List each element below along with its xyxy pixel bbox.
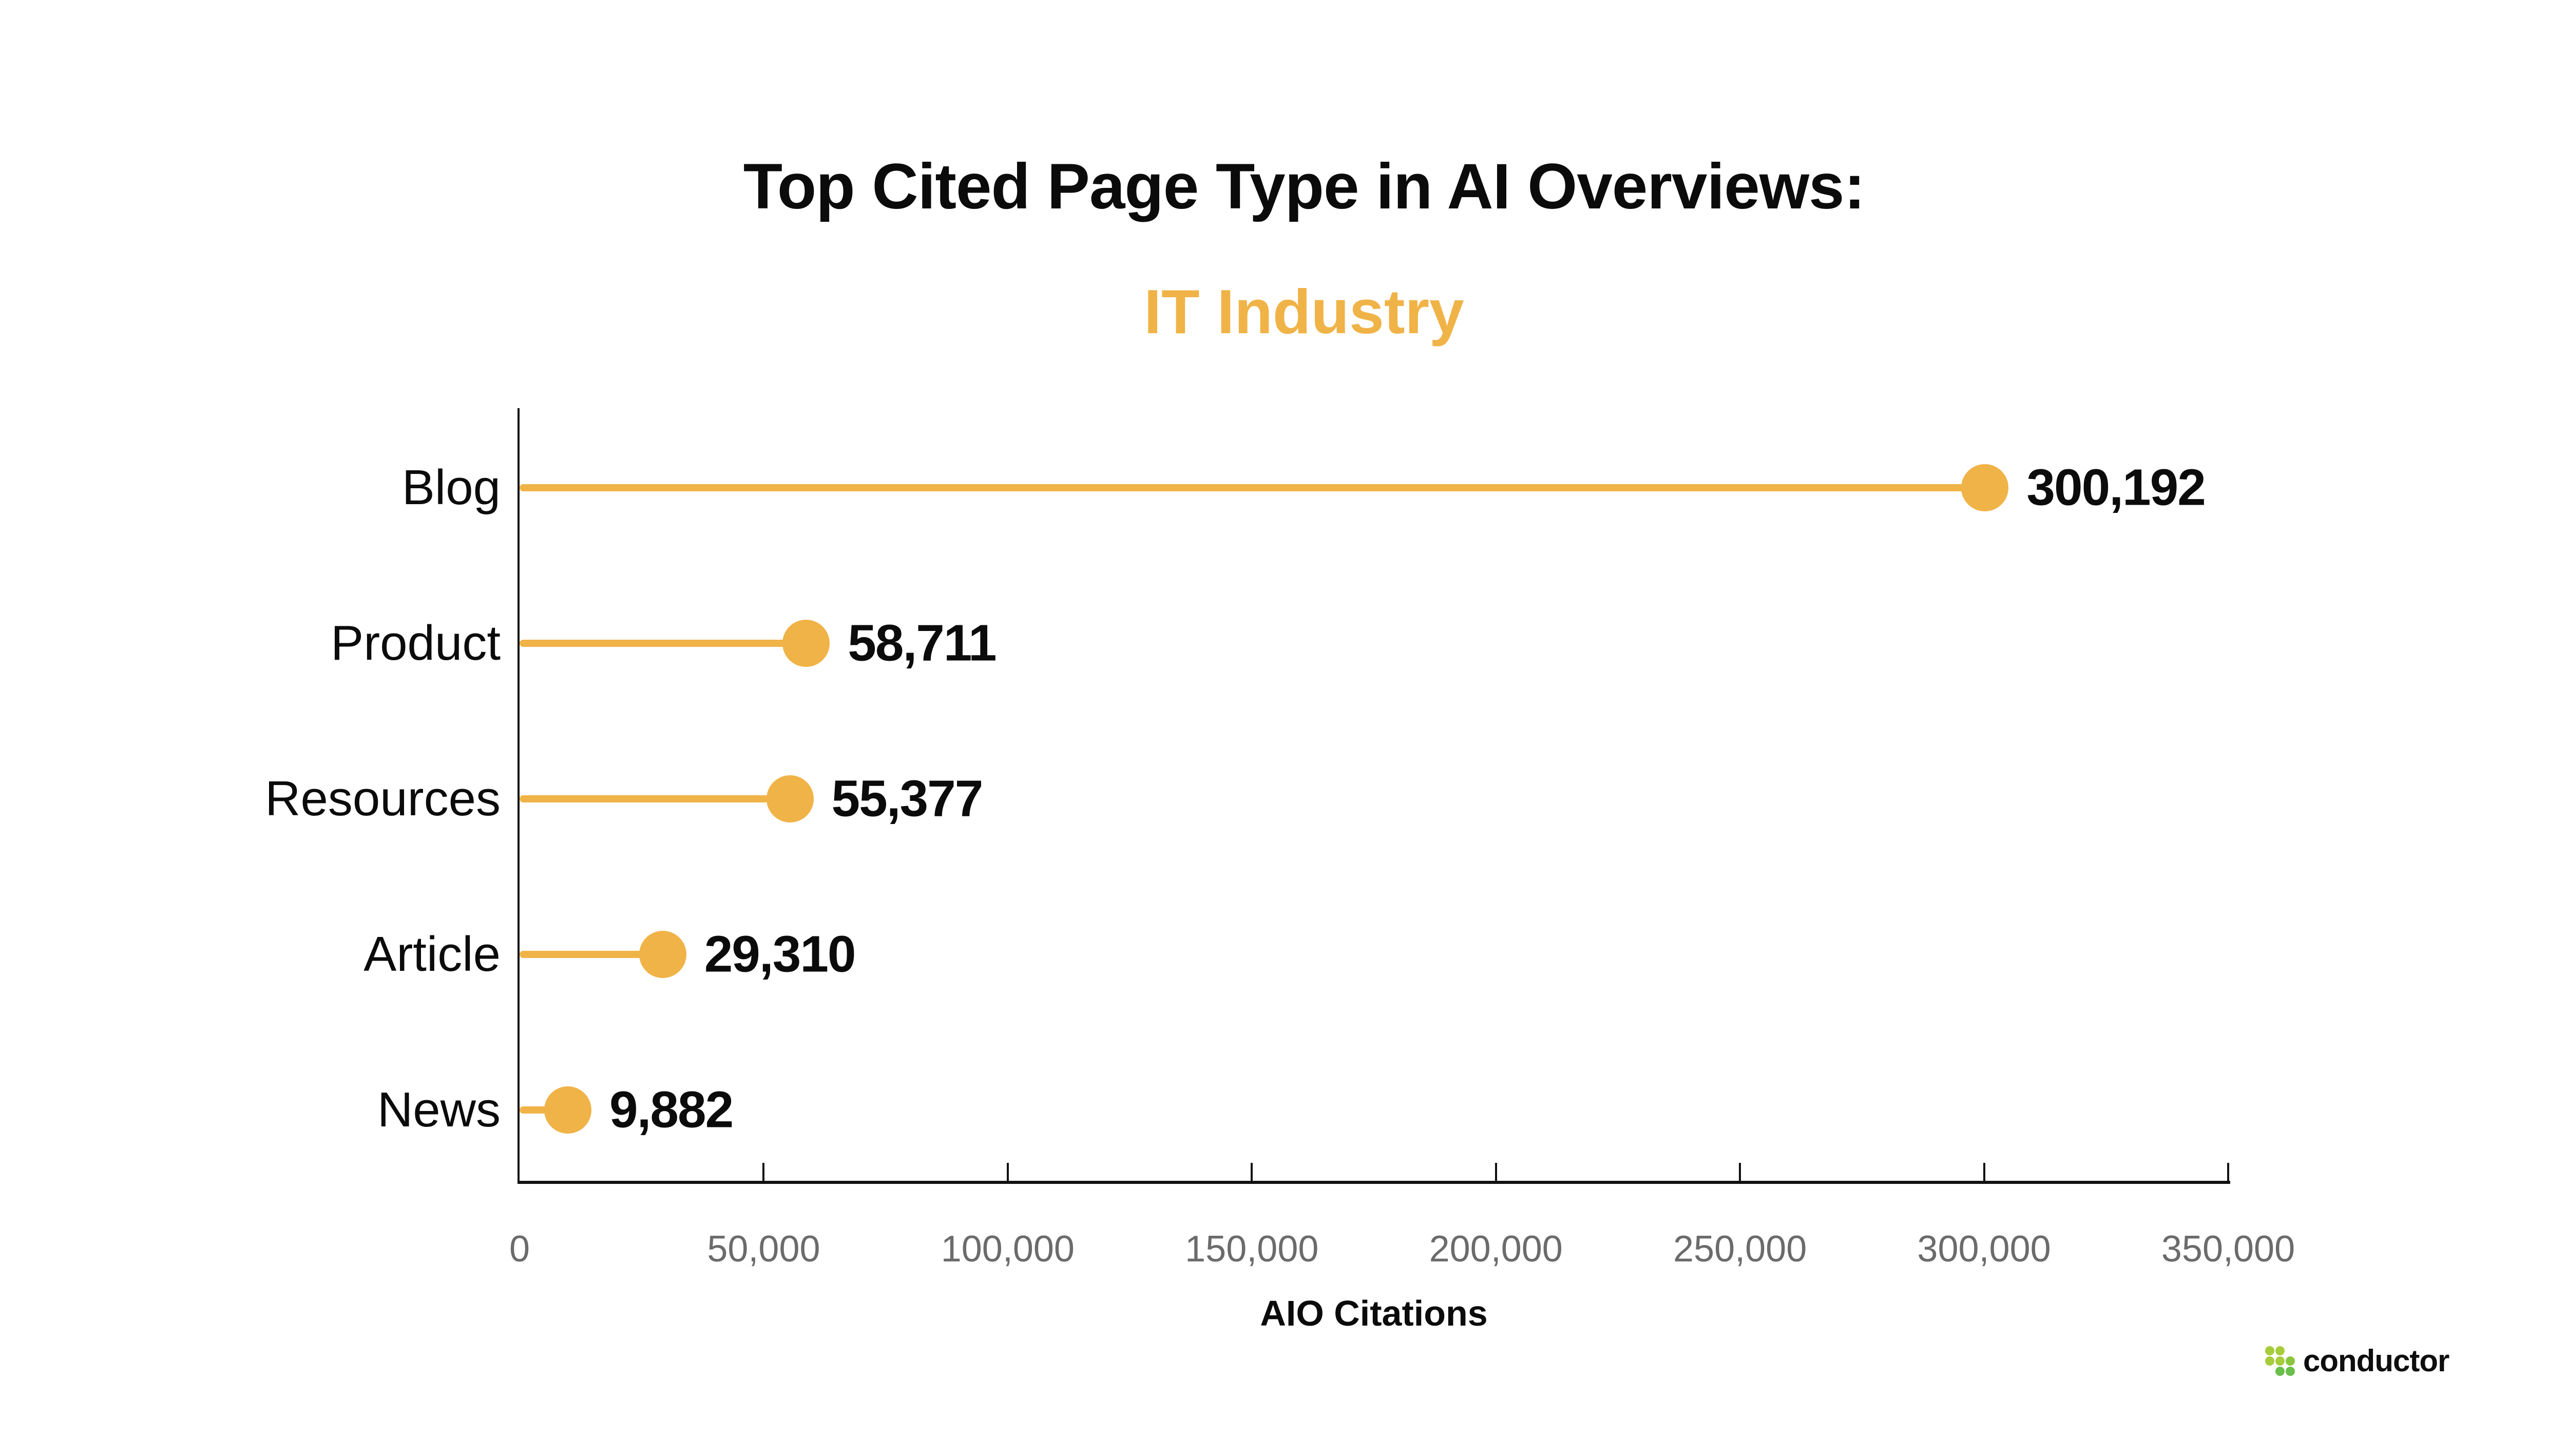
x-tick-label: 50,000 [707, 1229, 820, 1270]
category-label: Product [331, 616, 501, 670]
x-tick [1006, 1163, 1009, 1181]
lollipop-dot [766, 775, 814, 822]
value-label: 55,377 [831, 770, 984, 828]
conductor-logo: conductor [2265, 1343, 2449, 1378]
lollipop-stem [520, 795, 790, 802]
x-tick-label: 350,000 [2161, 1229, 2295, 1270]
chart-subtitle: IT Industry [1144, 277, 1464, 347]
conductor-logo-text: conductor [2303, 1344, 2449, 1378]
lollipop-dot [1961, 464, 2009, 511]
chart-title: Top Cited Page Type in AI Overviews: [743, 151, 1865, 222]
value-label: 9,882 [609, 1081, 734, 1139]
conductor-logo-dot [2275, 1366, 2285, 1376]
x-tick-label: 150,000 [1185, 1229, 1319, 1270]
lollipop-stem [520, 640, 807, 647]
x-tick-label: 250,000 [1673, 1229, 1807, 1270]
category-label: Resources [265, 771, 501, 826]
lollipop-dot [639, 931, 686, 978]
y-axis-line [518, 408, 520, 1181]
category-label: Article [363, 927, 501, 982]
lollipop-dot [782, 620, 830, 667]
value-label: 29,310 [704, 925, 856, 983]
x-tick [2227, 1163, 2229, 1181]
conductor-logo-dot [2275, 1356, 2285, 1366]
x-tick-label: 0 [509, 1229, 530, 1270]
conductor-logo-dot [2275, 1346, 2285, 1355]
conductor-logo-dot [2286, 1366, 2295, 1376]
category-label: Blog [401, 460, 501, 515]
lollipop-stem [520, 484, 1985, 491]
x-tick [1251, 1163, 1253, 1181]
lollipop-dot [544, 1086, 591, 1134]
x-tick [1495, 1163, 1497, 1181]
x-tick [1983, 1163, 1985, 1181]
conductor-logo-dot [2265, 1346, 2274, 1355]
x-tick [1739, 1163, 1741, 1181]
category-label: News [377, 1082, 501, 1137]
x-tick-label: 200,000 [1429, 1229, 1563, 1270]
conductor-logo-dot [2265, 1356, 2274, 1366]
x-tick-label: 100,000 [941, 1229, 1075, 1270]
conductor-logo-icon [2265, 1346, 2295, 1376]
value-label: 58,711 [848, 614, 997, 672]
x-tick [762, 1163, 765, 1181]
x-axis-line [518, 1181, 2230, 1184]
conductor-logo-dot [2286, 1356, 2295, 1366]
value-label: 300,192 [2026, 458, 2206, 516]
x-axis-title: AIO Citations [1260, 1293, 1488, 1333]
x-tick-label: 300,000 [1917, 1229, 2051, 1270]
lollipop-stem [520, 951, 663, 958]
